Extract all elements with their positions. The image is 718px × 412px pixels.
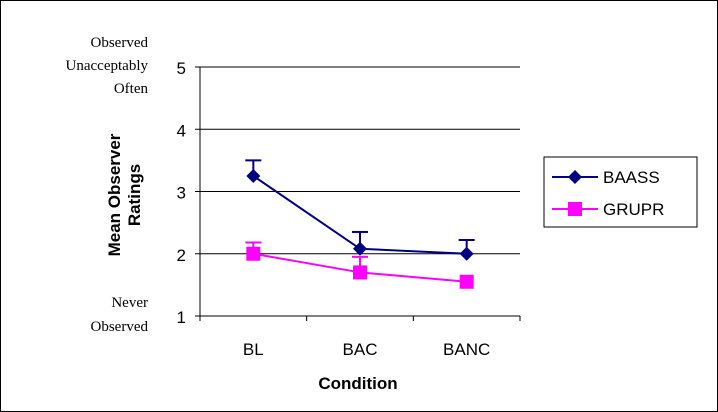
legend-items: BAASS GRUPR	[552, 168, 664, 219]
legend-swatch-marker-baass	[568, 170, 582, 184]
data-point-baass-2	[459, 246, 474, 261]
data-point-grupr-1	[353, 265, 367, 280]
x-tick-label-bac: BAC	[343, 340, 378, 359]
y-tick-label-2: 2	[177, 246, 186, 265]
data-point-grupr-2	[459, 274, 474, 289]
y-tick-label-4: 4	[177, 121, 186, 140]
y-annotation-top-line-2: Unacceptably	[66, 58, 149, 74]
series-baass	[245, 159, 475, 261]
y-tick-label-1: 1	[177, 308, 186, 327]
data-point-baass-1	[353, 241, 367, 256]
x-tick-label-bl: BL	[243, 340, 264, 359]
series-grupr	[245, 241, 474, 289]
y-axis-title: Mean Observer Ratings	[105, 133, 144, 256]
legend-swatch-marker-grupr	[568, 202, 582, 216]
y-annotation-bottom-line-2: Observed	[91, 319, 149, 335]
x-axis-title: Condition	[318, 374, 397, 393]
legend: BAASS GRUPR	[543, 156, 698, 228]
legend-item-baass: BAASS	[552, 168, 660, 187]
x-tick-labels: BL BAC BANC	[243, 340, 490, 359]
y-tick-labels: 1 2 3 4 5	[177, 59, 186, 327]
y-tick-label-3: 3	[177, 184, 186, 203]
y-annotation-bottom-line-1: Never	[111, 295, 148, 311]
y-axis-title-line-2: Ratings	[125, 164, 144, 226]
y-axis-title-line-1: Mean Observer	[105, 133, 124, 256]
x-tick-label-banc: BANC	[443, 340, 490, 359]
y-annotation-bottom: Never Observed	[91, 295, 149, 335]
y-tick-label-5: 5	[177, 59, 186, 78]
data-point-baass-0	[246, 168, 261, 183]
y-annotation-top-line-3: Often	[114, 81, 149, 97]
y-annotation-top: Observed Unacceptably Often	[66, 35, 149, 97]
axes	[195, 66, 521, 321]
legend-label-baass: BAASS	[603, 168, 660, 187]
series-group	[245, 159, 475, 289]
y-annotation-top-line-1: Observed	[91, 35, 149, 51]
data-point-grupr-0	[246, 246, 261, 261]
legend-item-grupr: GRUPR	[552, 200, 664, 219]
legend-label-grupr: GRUPR	[603, 200, 664, 219]
